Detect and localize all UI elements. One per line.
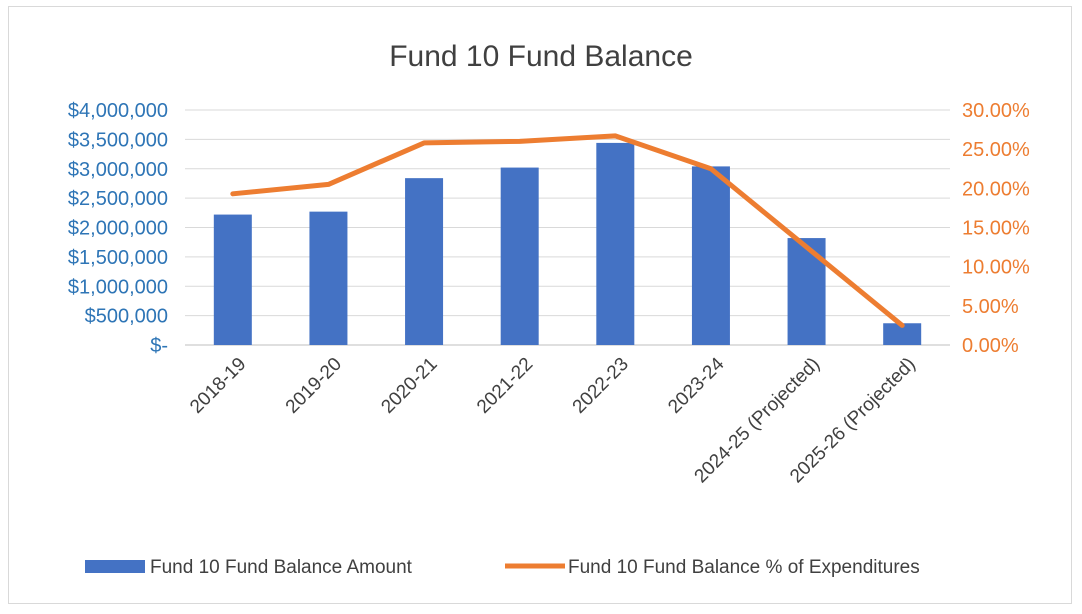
x-axis-tick-label: 2018-19 — [186, 354, 250, 418]
right-axis-tick-label: 25.00% — [962, 139, 1030, 161]
x-axis-tick-label: 2022-23 — [569, 354, 633, 418]
x-axis-tick-label: 2020-21 — [377, 354, 441, 418]
chart-frame — [8, 6, 1072, 604]
left-axis-tick-label: $4,000,000 — [68, 100, 168, 122]
left-axis-ticks: $- $500,000 $1,000,000 $1,500,000 $2,000,000… — [68, 100, 168, 357]
right-axis-tick-label: 0.00% — [962, 335, 1019, 357]
bar — [405, 178, 444, 345]
bar — [500, 167, 539, 345]
bar — [787, 238, 826, 345]
x-axis-tick-label: 2021-22 — [473, 354, 537, 418]
bar — [883, 323, 922, 345]
right-axis-tick-label: 10.00% — [962, 257, 1030, 279]
legend: Fund 10 Fund Balance Amount Fund 10 Fund… — [85, 557, 920, 578]
bar — [213, 214, 252, 345]
legend-label-line: Fund 10 Fund Balance % of Expenditures — [568, 557, 920, 578]
x-axis-tick-label: 2023-24 — [664, 353, 728, 417]
series-line — [230, 133, 905, 328]
right-axis-tick-label: 30.00% — [962, 100, 1030, 122]
left-axis-tick-label: $2,500,000 — [68, 188, 168, 210]
x-axis-ticks: 2018-19 2019-20 2020-21 2021-22 2022-23 2023-… — [186, 353, 920, 487]
left-axis-tick-label: $3,000,000 — [68, 159, 168, 181]
bar-series — [213, 142, 922, 345]
right-axis-tick-label: 5.00% — [962, 296, 1019, 318]
right-axis-tick-label: 15.00% — [962, 218, 1030, 240]
left-axis-tick-label: $500,000 — [85, 306, 168, 328]
chart-title: Fund 10 Fund Balance — [389, 40, 693, 73]
right-axis-ticks: 0.00% 5.00% 10.00% 15.00% 20.00% 25.00% 30.00% — [962, 100, 1030, 357]
left-axis-tick-label: $1,500,000 — [68, 247, 168, 269]
left-axis-tick-label: $3,500,000 — [68, 129, 168, 151]
left-axis-tick-label: $2,000,000 — [68, 218, 168, 240]
left-axis-tick-label: $- — [150, 335, 168, 357]
left-axis-tick-label: $1,000,000 — [68, 276, 168, 298]
bar — [309, 211, 348, 345]
legend-swatch-bar — [85, 560, 145, 573]
bar — [596, 142, 635, 345]
x-axis-tick-label: 2019-20 — [282, 354, 346, 418]
line-series — [230, 133, 905, 328]
legend-label-bar: Fund 10 Fund Balance Amount — [150, 557, 413, 578]
gridlines — [185, 109, 950, 346]
bar — [691, 166, 730, 345]
right-axis-tick-label: 20.00% — [962, 178, 1030, 200]
